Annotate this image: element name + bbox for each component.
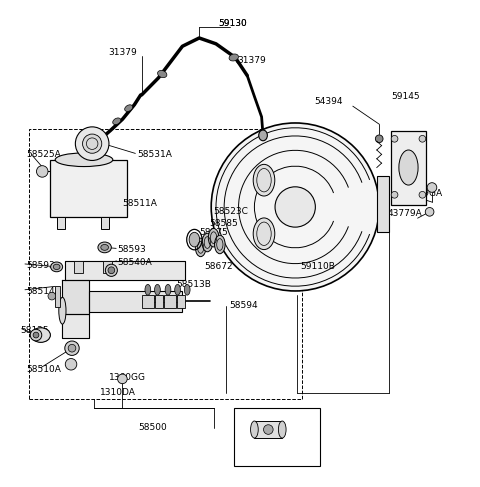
Text: 58593: 58593 xyxy=(118,245,146,254)
Ellipse shape xyxy=(94,138,105,147)
Text: 58510A: 58510A xyxy=(26,365,61,374)
Ellipse shape xyxy=(259,130,267,141)
Circle shape xyxy=(36,166,48,177)
Text: 59130: 59130 xyxy=(218,19,247,28)
Ellipse shape xyxy=(59,297,66,324)
Ellipse shape xyxy=(125,105,132,112)
Circle shape xyxy=(425,207,434,216)
Ellipse shape xyxy=(165,284,171,295)
Bar xyxy=(50,160,127,217)
Ellipse shape xyxy=(106,264,117,277)
Bar xyxy=(57,217,65,229)
Ellipse shape xyxy=(251,421,258,438)
Ellipse shape xyxy=(195,238,206,257)
Bar xyxy=(101,217,109,229)
Text: 59145: 59145 xyxy=(391,92,420,101)
Bar xyxy=(29,129,302,399)
Circle shape xyxy=(30,329,42,341)
Bar xyxy=(164,295,176,308)
Circle shape xyxy=(264,425,273,434)
Text: 58525A: 58525A xyxy=(26,150,61,159)
Circle shape xyxy=(419,135,426,142)
Ellipse shape xyxy=(399,150,418,185)
Bar xyxy=(234,408,320,466)
Text: 58523C: 58523C xyxy=(214,207,249,216)
Text: 1360GG: 1360GG xyxy=(109,373,146,382)
Ellipse shape xyxy=(55,153,113,167)
Bar xyxy=(155,295,163,308)
Circle shape xyxy=(118,374,127,384)
Circle shape xyxy=(427,183,437,192)
Text: 58531A: 58531A xyxy=(137,150,172,159)
Ellipse shape xyxy=(157,71,167,77)
Ellipse shape xyxy=(31,328,50,342)
Circle shape xyxy=(75,127,109,160)
Ellipse shape xyxy=(108,267,115,274)
Text: 58125: 58125 xyxy=(20,326,49,335)
Text: 58511A: 58511A xyxy=(122,199,157,208)
Text: 86825C: 86825C xyxy=(265,409,300,417)
Text: 31379: 31379 xyxy=(108,48,137,57)
Ellipse shape xyxy=(145,284,151,295)
Ellipse shape xyxy=(253,164,275,196)
Circle shape xyxy=(275,187,315,227)
Bar xyxy=(103,261,112,273)
Ellipse shape xyxy=(278,421,286,438)
Circle shape xyxy=(33,332,39,338)
Circle shape xyxy=(211,123,379,291)
Polygon shape xyxy=(62,280,89,314)
Ellipse shape xyxy=(50,262,62,272)
Circle shape xyxy=(391,135,398,142)
Text: 58672: 58672 xyxy=(204,262,233,271)
Circle shape xyxy=(65,341,79,356)
Text: 59130: 59130 xyxy=(218,19,247,28)
Circle shape xyxy=(68,344,76,352)
Circle shape xyxy=(83,134,102,153)
Bar xyxy=(377,176,389,232)
Text: 58585: 58585 xyxy=(209,219,238,227)
Text: 58550A: 58550A xyxy=(151,297,186,305)
Bar xyxy=(254,421,282,438)
Circle shape xyxy=(391,191,398,198)
Polygon shape xyxy=(62,314,89,338)
Ellipse shape xyxy=(202,233,213,252)
Ellipse shape xyxy=(175,284,180,295)
Ellipse shape xyxy=(189,232,200,247)
Ellipse shape xyxy=(215,235,225,254)
Circle shape xyxy=(65,358,77,370)
Text: 1339GA: 1339GA xyxy=(407,189,443,198)
Text: 54394: 54394 xyxy=(314,97,343,106)
Ellipse shape xyxy=(208,228,219,247)
Text: 58514A: 58514A xyxy=(26,287,61,296)
Circle shape xyxy=(375,135,383,143)
Text: 58540A: 58540A xyxy=(118,258,152,266)
Bar xyxy=(391,131,426,205)
Text: 58575: 58575 xyxy=(199,228,228,237)
Ellipse shape xyxy=(184,284,190,295)
Circle shape xyxy=(419,191,426,198)
Ellipse shape xyxy=(229,54,239,61)
Ellipse shape xyxy=(253,218,275,249)
Text: 58500: 58500 xyxy=(138,423,167,432)
Bar xyxy=(74,261,83,273)
Text: 1310DA: 1310DA xyxy=(100,388,136,396)
Polygon shape xyxy=(65,261,185,280)
Text: 59110B: 59110B xyxy=(300,262,335,271)
Text: 58594: 58594 xyxy=(229,301,258,310)
Text: 43779A: 43779A xyxy=(388,209,422,218)
Circle shape xyxy=(48,292,56,300)
Bar xyxy=(55,286,60,307)
Bar xyxy=(142,295,154,308)
Bar xyxy=(177,295,185,308)
Bar xyxy=(89,291,182,312)
Ellipse shape xyxy=(101,244,108,250)
Text: 58593: 58593 xyxy=(26,261,55,270)
Ellipse shape xyxy=(155,284,160,295)
Ellipse shape xyxy=(53,264,60,270)
Text: 58513B: 58513B xyxy=(177,281,212,289)
Ellipse shape xyxy=(113,118,121,125)
Ellipse shape xyxy=(98,242,111,253)
Text: 31379: 31379 xyxy=(238,56,266,65)
